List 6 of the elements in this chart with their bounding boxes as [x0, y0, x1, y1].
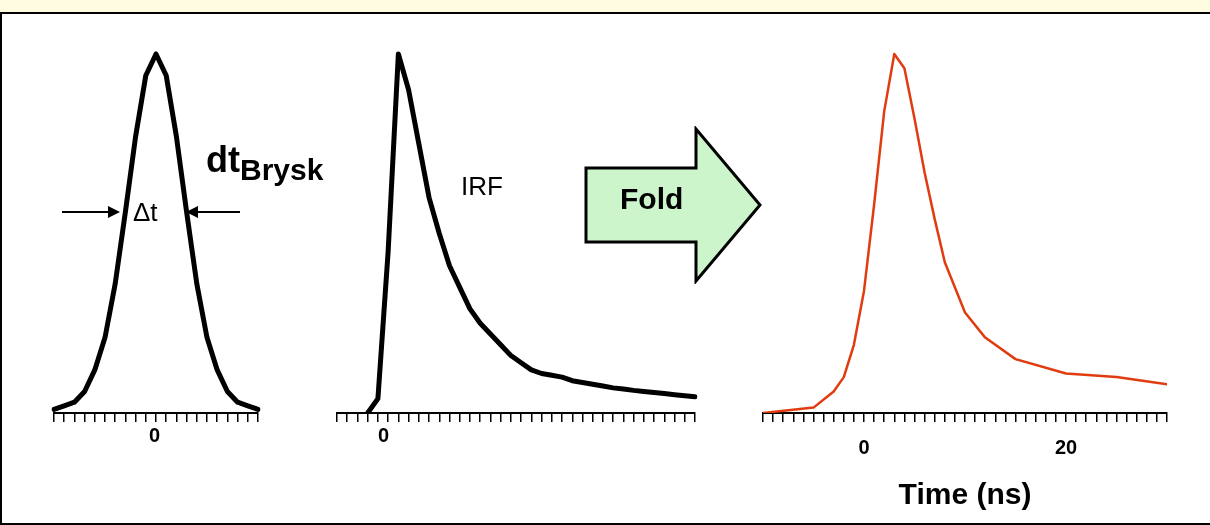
annotation: Δt [133, 197, 158, 227]
annotation: IRF [461, 171, 503, 201]
annotation: Fold [620, 182, 684, 215]
x-axis-title: Time (ns) [898, 477, 1032, 511]
annotation: dt$_{Brysk}$ [206, 139, 324, 187]
x-tick-label: 20 [1054, 435, 1078, 458]
